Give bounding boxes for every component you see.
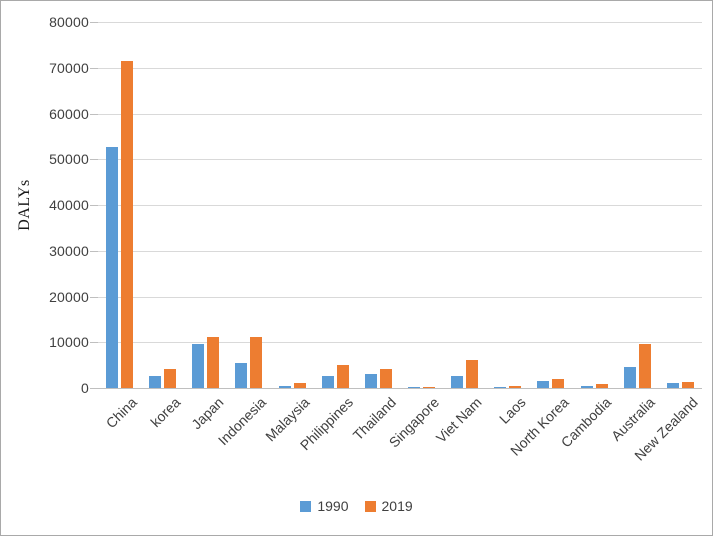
gridline-10000 — [98, 342, 702, 344]
bar-philippines-2019 — [336, 364, 349, 388]
x-category-label-laos: Laos — [495, 394, 529, 427]
gridline-80000 — [98, 22, 702, 23]
bar-north-korea-1990 — [537, 381, 550, 388]
bar-group-australia — [616, 22, 659, 388]
bar-singapore-1990 — [408, 387, 421, 388]
y-tick-label-0: 0 — [81, 380, 89, 396]
bar-australia-1990 — [623, 366, 636, 388]
bar-china-1990 — [106, 146, 119, 388]
bar-group-cambodia — [573, 22, 616, 388]
bar-group-philippines — [314, 22, 357, 388]
bar-viet-nam-2019 — [466, 360, 479, 388]
x-category-label-korea: korea — [146, 394, 184, 431]
bar-group-north-korea — [529, 22, 572, 388]
bar-indonesia-1990 — [235, 362, 248, 388]
bar-malaysia-2019 — [293, 382, 306, 388]
x-category-label-viet-nam: Viet Nam — [433, 394, 486, 446]
y-axis-tick — [90, 22, 98, 23]
bar-group-laos — [486, 22, 529, 388]
bar-group-china — [98, 22, 141, 388]
y-axis-tick — [90, 296, 98, 298]
gridline-30000 — [98, 250, 702, 252]
y-axis-tick — [90, 205, 98, 206]
y-tick-label-10000: 10000 — [49, 334, 89, 351]
bar-japan-2019 — [207, 337, 220, 388]
bar-viet-nam-1990 — [451, 375, 464, 388]
bar-china-2019 — [121, 60, 134, 388]
y-axis-tick-labels: 0 10000 20000 30000 40000 50000 60000 70000 8000… — [1, 14, 89, 396]
y-axis-tick — [90, 250, 98, 252]
y-axis-tick — [90, 113, 98, 115]
bar-north-korea-2019 — [552, 379, 565, 388]
y-axis-tick — [90, 159, 98, 161]
bar-group-korea — [141, 22, 184, 388]
gridline-40000 — [98, 205, 702, 206]
bar-new-zealand-1990 — [666, 383, 679, 388]
bar-cambodia-1990 — [580, 385, 593, 388]
bar-group-japan — [184, 22, 227, 388]
bar-indonesia-2019 — [250, 336, 263, 388]
gridline-60000 — [98, 113, 702, 115]
bar-new-zealand-2019 — [681, 381, 694, 388]
bar-thailand-1990 — [364, 373, 377, 388]
bar-australia-2019 — [638, 344, 651, 388]
legend-swatch-1990 — [300, 500, 312, 512]
legend-swatch-2019 — [364, 500, 376, 512]
legend-label-1990: 1990 — [317, 498, 349, 514]
legend-label-2019: 2019 — [381, 498, 413, 514]
x-category-label-japan: Japan — [187, 394, 227, 433]
plot-area: China korea Japan Indonesia Malaysia Philippi… — [90, 22, 702, 464]
y-tick-label-50000: 50000 — [49, 151, 89, 168]
y-tick-label-70000: 70000 — [49, 59, 89, 76]
bar-japan-1990 — [192, 343, 205, 388]
legend: 1990 2019 — [1, 498, 712, 514]
y-tick-label-60000: 60000 — [49, 105, 89, 122]
bar-philippines-1990 — [321, 376, 334, 388]
y-tick-label-20000: 20000 — [49, 288, 89, 305]
bars-layer — [98, 22, 702, 388]
bar-group-singapore — [400, 22, 443, 388]
y-tick-label-30000: 30000 — [49, 242, 89, 259]
bar-thailand-2019 — [379, 369, 392, 388]
bar-group-thailand — [357, 22, 400, 388]
bar-group-indonesia — [227, 22, 270, 388]
bar-group-viet-nam — [443, 22, 486, 388]
legend-item-1990: 1990 — [300, 498, 349, 514]
bar-korea-1990 — [149, 376, 162, 388]
gridline-50000 — [98, 159, 702, 161]
bar-group-new-zealand — [659, 22, 702, 388]
y-tick-label-40000: 40000 — [49, 197, 89, 213]
y-axis-tick — [90, 388, 98, 389]
y-axis-tick — [90, 67, 98, 69]
y-tick-label-80000: 80000 — [49, 14, 89, 30]
gridline-20000 — [98, 296, 702, 298]
x-category-label-china: China — [102, 394, 140, 432]
y-axis-tick — [90, 342, 98, 344]
bar-cambodia-2019 — [595, 383, 608, 388]
bar-laos-1990 — [494, 387, 507, 388]
bar-laos-2019 — [509, 385, 522, 388]
bar-korea-2019 — [164, 369, 177, 388]
bar-group-malaysia — [271, 22, 314, 388]
gridline-0 — [98, 388, 702, 389]
bar-singapore-2019 — [423, 386, 436, 388]
x-axis-labels-layer: China korea Japan Indonesia Malaysia Philippi… — [98, 22, 702, 464]
bar-malaysia-1990 — [278, 385, 291, 388]
legend-item-2019: 2019 — [364, 498, 413, 514]
gridline-70000 — [98, 67, 702, 69]
